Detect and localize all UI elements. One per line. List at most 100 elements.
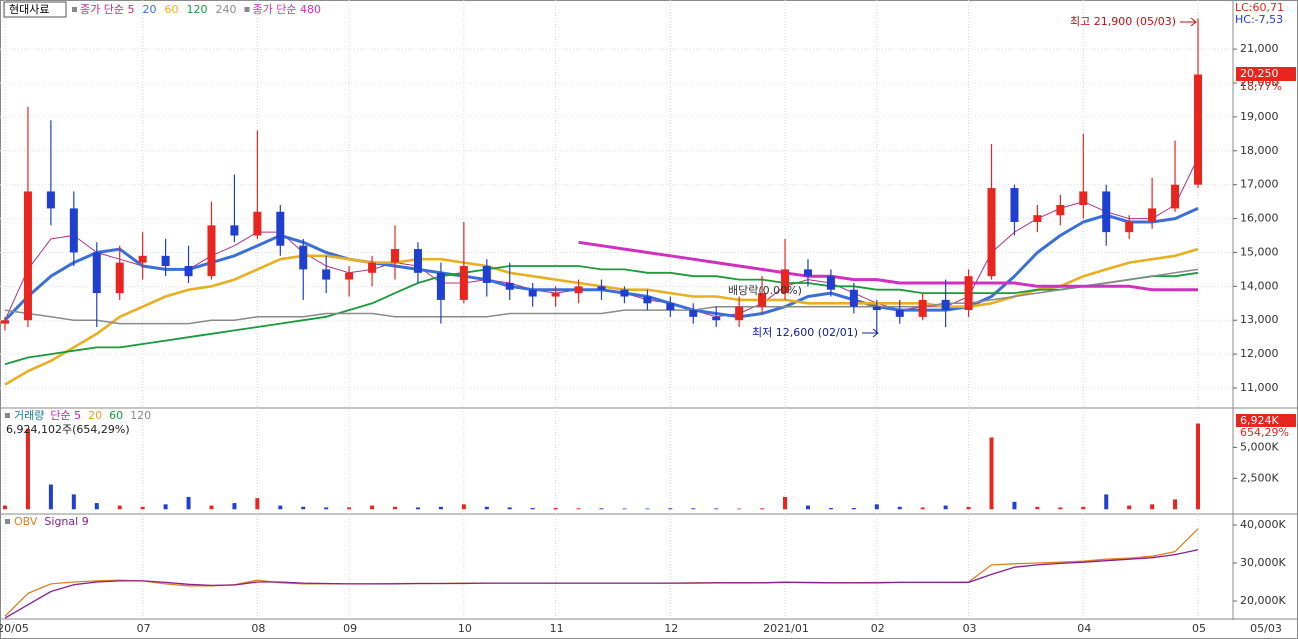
candle-body	[597, 286, 606, 290]
volume-bar	[920, 507, 925, 510]
candle-body	[574, 286, 583, 294]
candle-body	[115, 262, 124, 294]
candle-body	[689, 310, 698, 317]
candle-body	[781, 269, 790, 294]
candle-body	[459, 266, 468, 300]
lc-label: LC:60,71	[1235, 1, 1284, 14]
y-tick-label: 19,000	[1240, 110, 1279, 123]
volume-bar	[48, 484, 53, 510]
candle-body	[299, 245, 308, 270]
volume-bar	[301, 506, 306, 510]
x-tick-label: 05	[1192, 622, 1206, 635]
volume-bar	[1035, 506, 1040, 510]
dividend-annotation: 배당락(0.00%)	[728, 284, 802, 297]
volume-bar	[393, 506, 398, 510]
candle-body	[482, 266, 491, 283]
candle-body	[92, 252, 101, 294]
candle-body	[230, 225, 239, 236]
y-tick-label: 15,000	[1240, 245, 1279, 258]
candle-body	[161, 255, 170, 267]
y-tick-label: 13,000	[1240, 313, 1279, 326]
x-tick-label: 02	[871, 622, 885, 635]
volume-bar	[186, 496, 191, 510]
volume-bar	[1127, 505, 1132, 510]
volume-bar	[3, 505, 7, 510]
volume-bar	[576, 508, 581, 510]
candle-body	[872, 306, 881, 311]
candle-body	[643, 296, 652, 304]
candle-body	[345, 272, 354, 280]
candle-body	[1010, 188, 1019, 222]
volume-bar	[530, 508, 535, 510]
legend-entry: 60	[109, 409, 123, 422]
legend-entry: Signal 9	[44, 515, 88, 528]
volume-bar	[438, 506, 443, 510]
volume-bar	[599, 508, 604, 510]
volume-bar	[897, 506, 902, 510]
volume-bar	[828, 508, 833, 510]
volume-bar	[668, 508, 673, 510]
volume-bar	[209, 505, 214, 510]
x-tick-label: 09	[343, 622, 357, 635]
candle-body	[803, 269, 812, 277]
volume-bar	[691, 508, 696, 510]
candle-body	[322, 269, 331, 280]
volume-bar	[461, 504, 466, 510]
x-tick-label: 2021/01	[763, 622, 809, 635]
symbol-box[interactable]	[3, 1, 67, 18]
y-tick-label: 30,000K	[1240, 556, 1286, 569]
candle-body	[895, 310, 904, 317]
x-tick-label: 2020/05	[0, 622, 29, 635]
volume-bar	[783, 496, 788, 510]
candle-body	[849, 289, 858, 307]
candle-body	[253, 211, 262, 236]
volume-bar	[943, 505, 948, 510]
candle-body	[620, 289, 629, 297]
volume-bar	[553, 508, 558, 510]
x-tick-label: 11	[550, 622, 564, 635]
volume-bar	[760, 508, 765, 510]
candle-body	[826, 276, 835, 290]
arrow	[862, 328, 879, 338]
legend-entry: 60	[164, 3, 178, 16]
volume-bar	[140, 506, 145, 510]
ma-line	[578, 240, 1198, 292]
symbol-title: 현대사료	[9, 3, 49, 16]
candle-body	[207, 225, 216, 277]
candle-body	[23, 191, 32, 321]
legend-swatch	[5, 519, 10, 524]
y-tick-label: 17,000	[1240, 178, 1279, 191]
last-volume-label: 6,924K	[1240, 414, 1279, 427]
candle-body	[528, 289, 537, 297]
candle-body	[1125, 221, 1134, 233]
y-tick-label: 2,500K	[1240, 471, 1279, 484]
candle-body	[69, 208, 78, 253]
y-tick-label: 5,000K	[1240, 440, 1279, 453]
candle-body	[1, 320, 9, 324]
legend-entry: 종가 단순 480	[252, 3, 320, 16]
x-tick-label: 12	[664, 622, 678, 635]
volume-bar	[1058, 507, 1063, 510]
volume-bar	[851, 508, 856, 510]
volume-bar	[1081, 506, 1086, 510]
high-annotation: 최고 21,900 (05/03)	[1070, 15, 1176, 28]
legend-entry: OBV	[14, 515, 38, 528]
candle-body	[712, 316, 721, 321]
x-tick-label: 10	[458, 622, 472, 635]
candle-body	[1194, 74, 1202, 185]
candle-body	[758, 293, 767, 307]
volume-header: 6,924,102주(654,29%)	[6, 423, 130, 436]
volume-bar	[1104, 494, 1109, 510]
volume-bar	[1150, 504, 1155, 510]
volume-bar	[163, 504, 168, 510]
legend-entry: 20	[88, 409, 102, 422]
volume-bar	[1173, 499, 1178, 510]
y-tick-label: 14,000	[1240, 279, 1279, 292]
volume-bar	[71, 494, 76, 510]
volume-change: 654,29%	[1240, 426, 1289, 439]
candle-body	[551, 293, 560, 297]
candle-body	[735, 306, 744, 321]
candle-body	[436, 272, 445, 300]
candle-body	[666, 303, 675, 311]
